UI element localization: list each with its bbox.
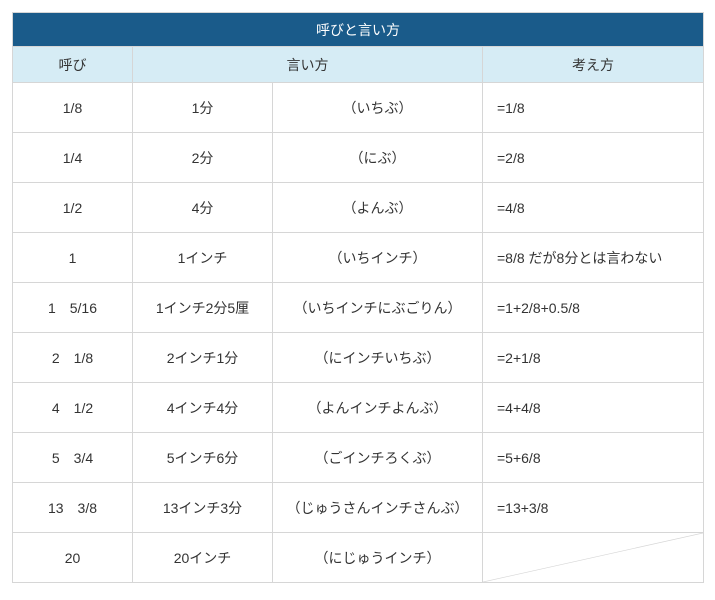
cell-yobi: 1 5/16 <box>13 283 133 333</box>
col-header-yobi: 呼び <box>13 47 133 83</box>
cell-iikata: 2インチ1分 <box>133 333 273 383</box>
cell-yomi: （いちぶ） <box>273 83 483 133</box>
cell-kangae: =4+4/8 <box>483 383 704 433</box>
size-naming-table: 呼びと言い方 呼び 言い方 考え方 1/8 1分 （いちぶ） =1/8 1/4 … <box>12 12 704 583</box>
cell-yomi: （にじゅうインチ） <box>273 533 483 583</box>
table-row: 13 3/8 13インチ3分 （じゅうさんインチさんぶ） =13+3/8 <box>13 483 704 533</box>
cell-yomi: （いちインチ） <box>273 233 483 283</box>
table-row: 20 20インチ （にじゅうインチ） <box>13 533 704 583</box>
cell-yobi: 20 <box>13 533 133 583</box>
cell-yobi: 13 3/8 <box>13 483 133 533</box>
cell-yomi: （いちインチにぶごりん） <box>273 283 483 333</box>
cell-yobi: 1/2 <box>13 183 133 233</box>
cell-yobi: 1/8 <box>13 83 133 133</box>
cell-yobi: 4 1/2 <box>13 383 133 433</box>
table-row: 1/2 4分 （よんぶ） =4/8 <box>13 183 704 233</box>
cell-iikata: 2分 <box>133 133 273 183</box>
cell-iikata: 4分 <box>133 183 273 233</box>
cell-yomi: （じゅうさんインチさんぶ） <box>273 483 483 533</box>
col-header-iikata: 言い方 <box>133 47 483 83</box>
cell-yobi: 5 3/4 <box>13 433 133 483</box>
cell-kangae: =2+1/8 <box>483 333 704 383</box>
cell-kangae: =1/8 <box>483 83 704 133</box>
cell-kangae: =8/8 だが8分とは言わない <box>483 233 704 283</box>
table-row: 1 5/16 1インチ2分5厘 （いちインチにぶごりん） =1+2/8+0.5/… <box>13 283 704 333</box>
cell-kangae-empty <box>483 533 704 583</box>
table-header-row: 呼び 言い方 考え方 <box>13 47 704 83</box>
cell-iikata: 20インチ <box>133 533 273 583</box>
cell-yobi: 2 1/8 <box>13 333 133 383</box>
cell-yobi: 1/4 <box>13 133 133 183</box>
cell-kangae: =4/8 <box>483 183 704 233</box>
cell-yomi: （ごインチろくぶ） <box>273 433 483 483</box>
col-header-kangae: 考え方 <box>483 47 704 83</box>
cell-kangae: =2/8 <box>483 133 704 183</box>
cell-iikata: 5インチ6分 <box>133 433 273 483</box>
cell-yobi: 1 <box>13 233 133 283</box>
table-title: 呼びと言い方 <box>13 13 704 47</box>
table-row: 2 1/8 2インチ1分 （にインチいちぶ） =2+1/8 <box>13 333 704 383</box>
table-row: 1/4 2分 （にぶ） =2/8 <box>13 133 704 183</box>
table-body: 1/8 1分 （いちぶ） =1/8 1/4 2分 （にぶ） =2/8 1/2 4… <box>13 83 704 583</box>
table-row: 1 1インチ （いちインチ） =8/8 だが8分とは言わない <box>13 233 704 283</box>
cell-kangae: =5+6/8 <box>483 433 704 483</box>
table-row: 5 3/4 5インチ6分 （ごインチろくぶ） =5+6/8 <box>13 433 704 483</box>
table-row: 4 1/2 4インチ4分 （よんインチよんぶ） =4+4/8 <box>13 383 704 433</box>
cell-iikata: 1分 <box>133 83 273 133</box>
cell-kangae: =13+3/8 <box>483 483 704 533</box>
cell-iikata: 1インチ <box>133 233 273 283</box>
cell-iikata: 13インチ3分 <box>133 483 273 533</box>
cell-yomi: （よんインチよんぶ） <box>273 383 483 433</box>
cell-yomi: （よんぶ） <box>273 183 483 233</box>
cell-yomi: （にインチいちぶ） <box>273 333 483 383</box>
diagonal-slash-icon <box>483 533 703 582</box>
table-title-row: 呼びと言い方 <box>13 13 704 47</box>
table-row: 1/8 1分 （いちぶ） =1/8 <box>13 83 704 133</box>
cell-kangae: =1+2/8+0.5/8 <box>483 283 704 333</box>
cell-iikata: 4インチ4分 <box>133 383 273 433</box>
cell-iikata: 1インチ2分5厘 <box>133 283 273 333</box>
cell-yomi: （にぶ） <box>273 133 483 183</box>
